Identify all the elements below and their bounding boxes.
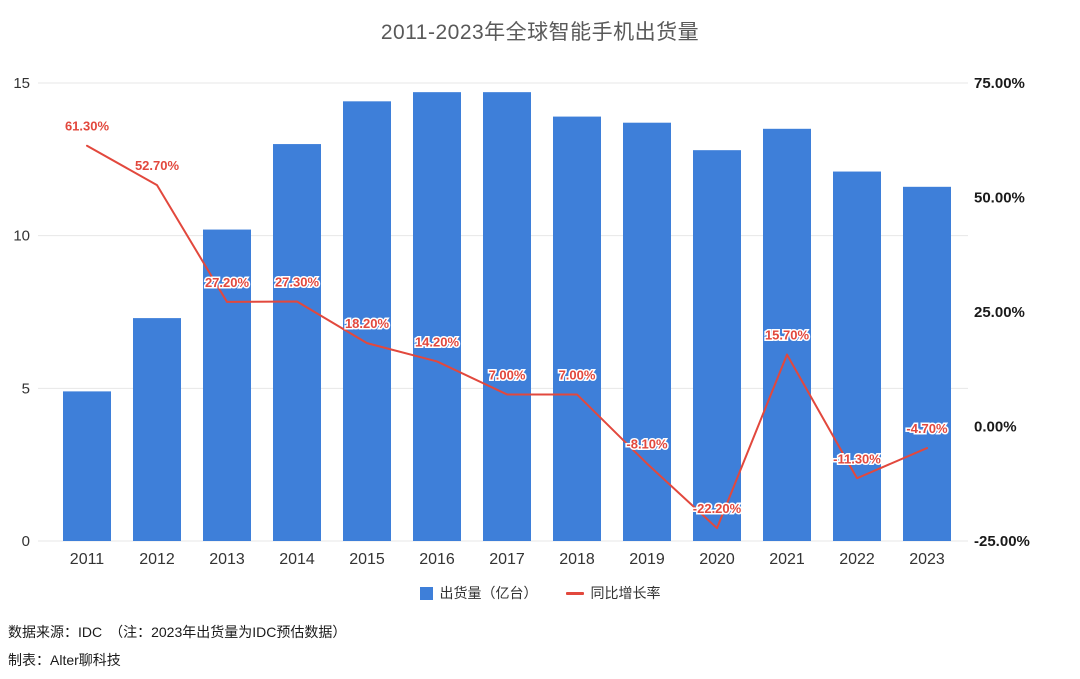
growth-label-2019: -8.10%: [626, 437, 668, 452]
bar-2015: [343, 101, 391, 541]
x-axis-label-2012: 2012: [139, 551, 175, 568]
x-axis-label-2016: 2016: [419, 551, 455, 568]
legend-label-growth: 同比增长率: [590, 585, 661, 601]
bar-2011: [63, 391, 111, 541]
growth-label-2011: 61.30%: [65, 119, 110, 134]
shipments-swatch-icon: [419, 586, 433, 600]
bar-2017: [483, 92, 531, 541]
bar-2014: [273, 144, 321, 542]
left-axis-tick: 10: [13, 228, 30, 245]
legend-label-shipments: 出货量（亿台）: [439, 585, 538, 601]
growth-label-2018: 7.00%: [559, 367, 596, 382]
author-note: 制表：Alter聊科技: [8, 652, 121, 668]
x-axis-label-2020: 2020: [699, 551, 735, 568]
bar-2013: [203, 229, 251, 541]
right-axis-tick: -25.00%: [974, 533, 1030, 550]
growth-label-2020: -22.20%: [693, 501, 742, 516]
chart-legend: 出货量（亿台） 同比增长率: [0, 583, 1080, 603]
x-axis-label-2011: 2011: [70, 551, 105, 568]
right-axis-tick: 75.00%: [974, 75, 1025, 92]
x-axis-label-2022: 2022: [839, 551, 875, 568]
bar-2012: [133, 318, 181, 541]
x-axis-label-2014: 2014: [279, 551, 315, 568]
bar-2019: [623, 122, 671, 542]
growth-label-2023: -4.70%: [906, 421, 948, 436]
bar-2018: [553, 116, 601, 541]
chart-title: 2011-2023年全球智能手机出货量: [380, 21, 700, 44]
right-axis-tick: 25.00%: [974, 304, 1025, 321]
bar-2016: [413, 92, 461, 541]
bar-2023: [903, 186, 951, 541]
growth-label-2016: 14.20%: [415, 334, 460, 349]
bar-2021: [763, 128, 811, 542]
growth-label-2012: 52.70%: [135, 158, 180, 173]
legend-item-growth: 同比增长率: [565, 583, 661, 603]
x-axis-label-2018: 2018: [559, 551, 595, 568]
growth-swatch-icon: [565, 591, 584, 595]
x-axis-label-2019: 2019: [629, 551, 665, 568]
growth-line: [86, 144, 928, 530]
growth-label-2022: -11.30%: [833, 451, 881, 466]
growth-label-2021: 15.70%: [765, 328, 810, 343]
x-axis-label-2023: 2023: [909, 551, 945, 568]
data-source-note: 数据来源：IDC （注：2023年出货量为IDC预估数据）: [8, 624, 347, 640]
x-axis-label-2021: 2021: [769, 551, 805, 568]
growth-label-2014: 27.30%: [275, 274, 320, 289]
left-axis-tick: 5: [22, 380, 30, 397]
bar-2022: [833, 171, 881, 541]
bar-2020: [693, 150, 741, 541]
x-axis-label-2015: 2015: [349, 551, 385, 568]
left-axis-tick: 15: [13, 75, 30, 92]
x-axis-label-2013: 2013: [209, 551, 245, 568]
x-axis-label-2017: 2017: [489, 551, 525, 568]
growth-label-2017: 7.00%: [489, 367, 526, 382]
right-axis-tick: 50.00%: [974, 190, 1025, 207]
legend-item-shipments: 出货量（亿台）: [419, 583, 538, 603]
growth-label-2013: 27.20%: [205, 275, 250, 290]
growth-label-2015: 18.20%: [345, 316, 390, 331]
left-axis-tick: 0: [22, 533, 30, 550]
right-axis-tick: 0.00%: [974, 419, 1017, 436]
